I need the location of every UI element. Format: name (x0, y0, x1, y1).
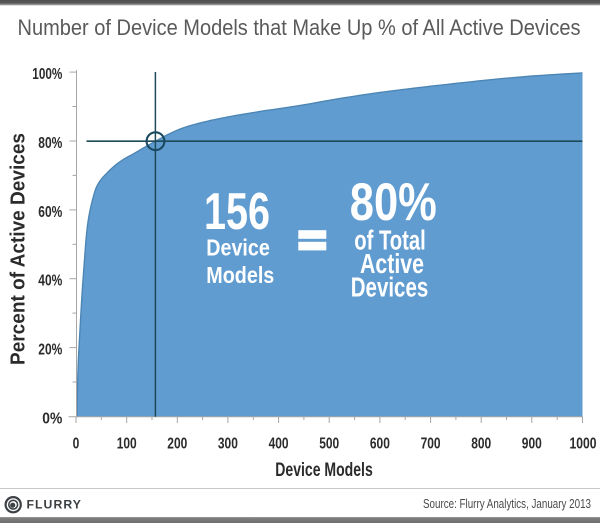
svg-text:Devices: Devices (351, 272, 429, 303)
svg-text:Active: Active (360, 248, 424, 279)
svg-text:60%: 60% (38, 204, 62, 221)
svg-text:400: 400 (269, 435, 289, 452)
svg-text:0: 0 (73, 435, 80, 452)
svg-text:100%: 100% (32, 66, 62, 83)
svg-text:Number of Device Models that M: Number of Device Models that Make Up % o… (18, 15, 581, 40)
svg-text:Device Models: Device Models (275, 460, 373, 481)
svg-text:200: 200 (167, 435, 187, 452)
svg-text:700: 700 (421, 435, 441, 452)
svg-text:156: 156 (204, 183, 270, 241)
svg-text:Device: Device (206, 235, 269, 261)
svg-text:600: 600 (370, 435, 390, 452)
svg-text:0%: 0% (42, 410, 62, 427)
svg-text:900: 900 (522, 435, 542, 452)
svg-text:80%: 80% (38, 135, 62, 152)
svg-text:40%: 40% (38, 273, 62, 290)
svg-text:Percent of Active Devices: Percent of Active Devices (6, 133, 29, 365)
svg-text:Models: Models (206, 262, 274, 288)
svg-text:300: 300 (218, 435, 238, 452)
svg-text:800: 800 (471, 435, 491, 452)
svg-text:500: 500 (319, 435, 339, 452)
svg-text:80%: 80% (350, 173, 437, 232)
svg-text:of Total: of Total (354, 225, 426, 256)
svg-text:Source: Flurry Analytics, Janu: Source: Flurry Analytics, January 2013 (423, 497, 591, 511)
svg-text:100: 100 (117, 435, 137, 452)
svg-text:FLURRY: FLURRY (27, 500, 83, 512)
svg-text:1000: 1000 (570, 435, 597, 452)
svg-text:20%: 20% (38, 342, 62, 359)
